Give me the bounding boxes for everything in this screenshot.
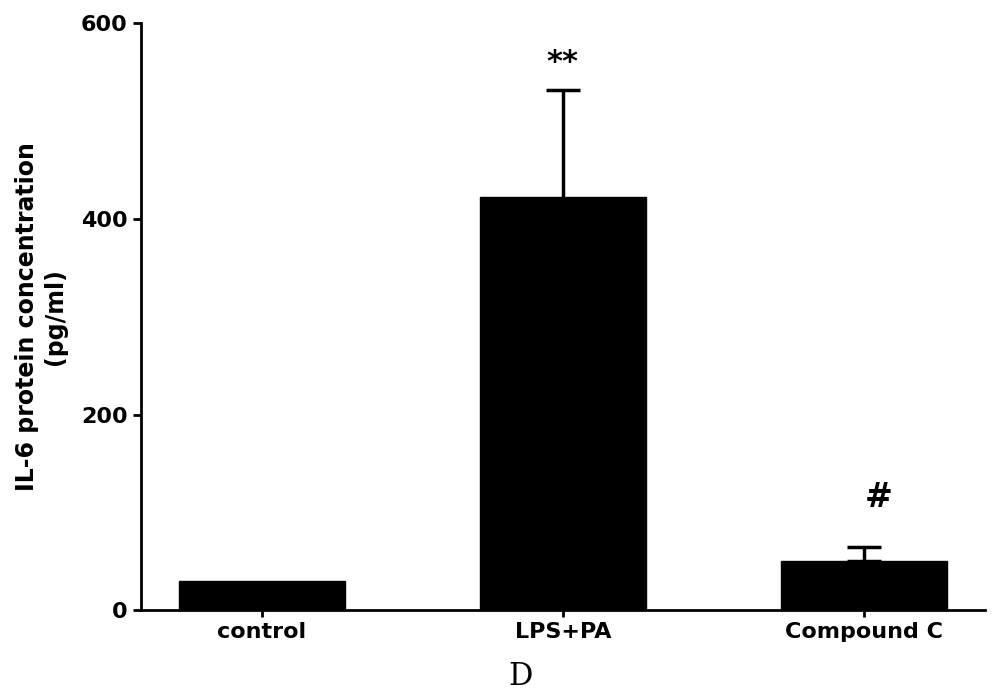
Text: **: ** (547, 48, 579, 77)
Y-axis label: IL-6 protein concentration
(pg/ml): IL-6 protein concentration (pg/ml) (15, 142, 67, 491)
Bar (179, 581, 345, 610)
Bar (480, 197, 646, 610)
Bar (781, 561, 947, 610)
Text: #: # (865, 481, 893, 514)
Text: D: D (508, 661, 532, 692)
